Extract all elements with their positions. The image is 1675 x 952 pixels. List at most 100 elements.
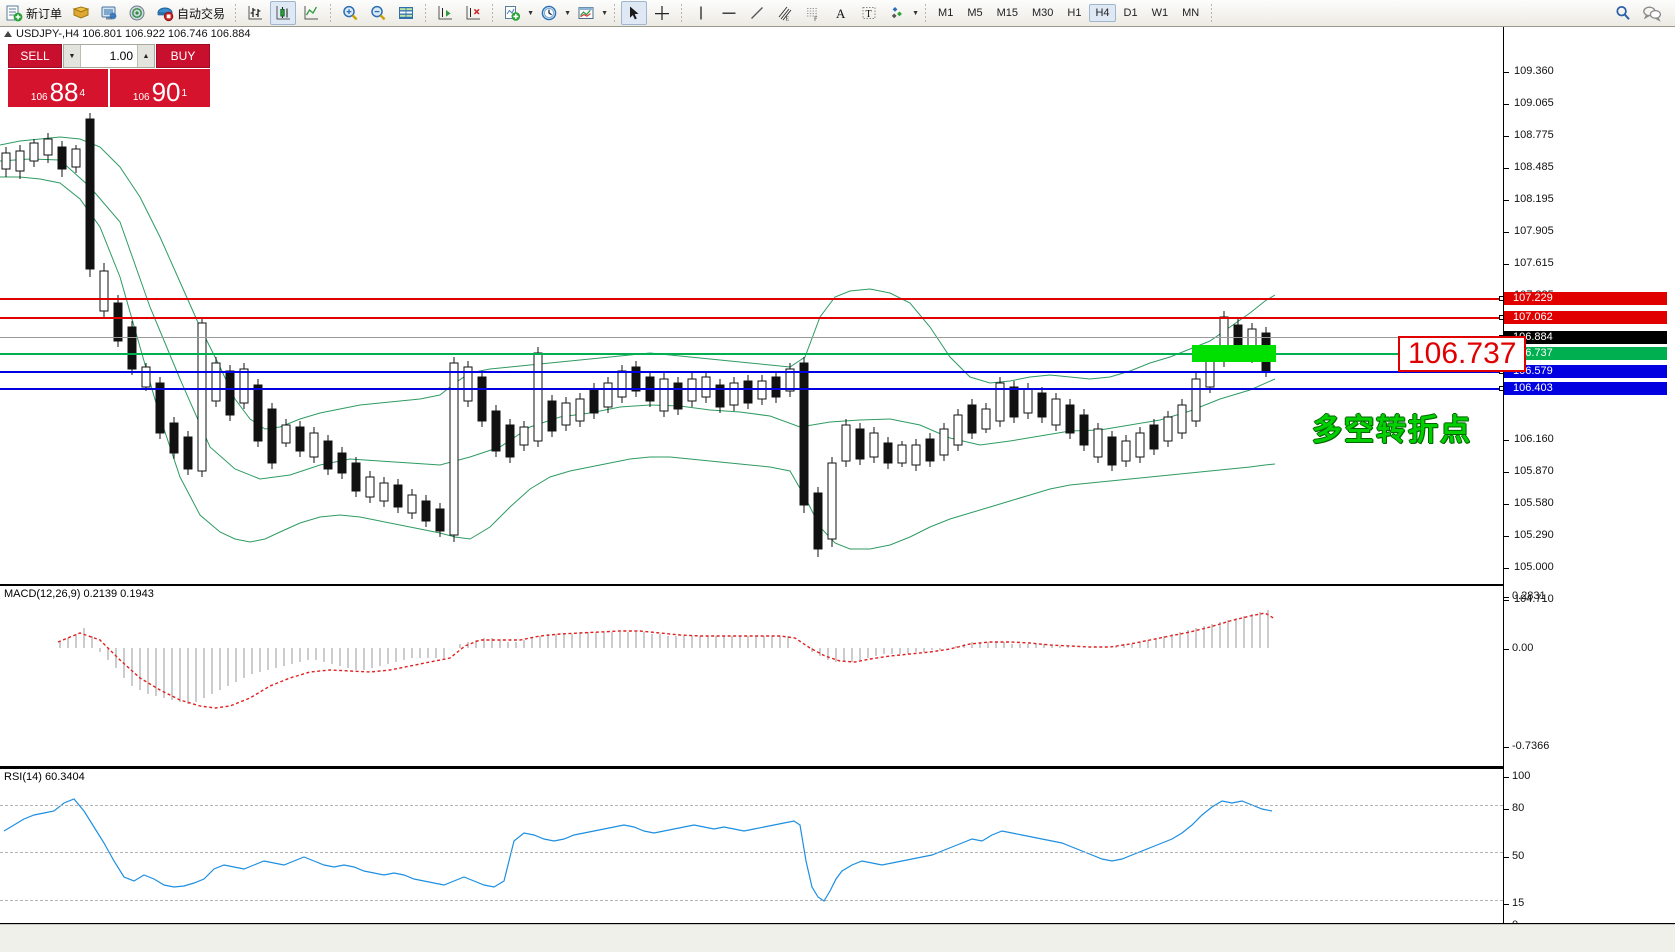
signals-button[interactable]: [124, 1, 150, 25]
y-tick: 109.065: [1504, 97, 1554, 109]
one-click-trading-panel[interactable]: SELL ▼ 1.00 ▲ BUY 106 88 4 106 90 1: [8, 44, 210, 107]
collapse-triangle-icon[interactable]: [4, 31, 12, 37]
rsi-pane[interactable]: RSI(14) 60.3404: [0, 768, 1503, 925]
support-line-106403[interactable]: [0, 388, 1503, 390]
timeframe-m15[interactable]: M15: [996, 7, 1018, 19]
sell-button[interactable]: SELL: [8, 44, 62, 68]
metaeditor-button[interactable]: [68, 1, 94, 25]
price-label-badge[interactable]: 106.403: [1499, 382, 1667, 395]
strategy-tester-button[interactable]: [96, 1, 122, 25]
toolbar-separator-1: [235, 4, 237, 22]
candlestick-icon: [274, 4, 292, 22]
price-label-badge[interactable]: 107.229: [1499, 292, 1667, 305]
timeframe-m1[interactable]: M1: [938, 7, 954, 19]
bar-chart-button[interactable]: [242, 1, 268, 25]
periods-dropdown-arrow[interactable]: ▼: [564, 9, 571, 17]
fibonacci-tool-button[interactable]: F: [800, 1, 826, 25]
timeframe-d1[interactable]: D1: [1123, 7, 1138, 19]
horizontal-line-tool-button[interactable]: [716, 1, 742, 25]
highlight-zone-rectangle[interactable]: [1192, 345, 1276, 362]
data-window-button[interactable]: [393, 1, 419, 25]
horizontal-line-icon: [720, 4, 738, 22]
symbol-info-text: USDJPY-,H4 106.801 106.922 106.746 106.8…: [16, 28, 251, 40]
macd-y-tick: -0.7366: [1504, 740, 1549, 752]
auto-scroll-button[interactable]: [432, 1, 458, 25]
text-label-tool-button[interactable]: T: [856, 1, 882, 25]
shapes-tool-button[interactable]: [884, 1, 910, 25]
rsi-y-tick: 50: [1504, 850, 1524, 862]
candlestick-chart-button[interactable]: [270, 1, 297, 25]
templates-button[interactable]: [573, 1, 599, 25]
timeframe-h1[interactable]: H1: [1067, 7, 1082, 19]
chart-panes[interactable]: 106.737 多空转折点 MACD(12,26,9) 0.2139 0.194…: [0, 27, 1675, 951]
volume-value[interactable]: 1.00: [80, 45, 138, 67]
monitor-icon: [100, 4, 118, 22]
vertical-line-tool-button[interactable]: [688, 1, 714, 25]
template-icon: [577, 4, 595, 22]
macd-pane[interactable]: MACD(12,26,9) 0.2139 0.1943: [0, 586, 1503, 768]
timeframe-m5[interactable]: M5: [967, 7, 983, 19]
cjk-annotation-text[interactable]: 多空转折点: [1312, 413, 1472, 448]
buy-price-display[interactable]: 106 90 1: [110, 69, 210, 107]
autotrading-label: 自动交易: [177, 6, 226, 21]
text-label-icon: T: [860, 4, 878, 22]
macd-y-tick: 0.00: [1504, 642, 1533, 654]
zoom-in-button[interactable]: [337, 1, 363, 25]
bar-chart-icon: [246, 4, 264, 22]
grid-table-icon: [397, 4, 415, 22]
price-callout[interactable]: 106.737: [1398, 336, 1527, 372]
resistance-line-107229[interactable]: [0, 298, 1503, 300]
shapes-icon: [888, 4, 906, 22]
radar-icon: [128, 4, 146, 22]
y-tick: 105.870: [1504, 465, 1554, 477]
timeframe-mn[interactable]: MN: [1182, 7, 1200, 19]
chat-icon: [1642, 4, 1662, 22]
chat-button[interactable]: [1638, 1, 1666, 25]
price-label-badge[interactable]: 107.062: [1499, 311, 1667, 324]
zoom-out-button[interactable]: [365, 1, 391, 25]
price-label-badge[interactable]: 106.579: [1499, 365, 1667, 378]
value-axis[interactable]: 109.360 109.065 108.775 108.485 108.195 …: [1499, 27, 1675, 931]
indicators-button[interactable]: [499, 1, 525, 25]
indicators-dropdown-arrow[interactable]: ▼: [527, 9, 534, 17]
support-line-106579[interactable]: [0, 371, 1503, 373]
new-order-button[interactable]: 新订单: [1, 1, 66, 25]
timeframe-w1[interactable]: W1: [1151, 7, 1169, 19]
volume-increase-button[interactable]: ▲: [138, 45, 154, 67]
sell-price-display[interactable]: 106 88 4: [8, 69, 108, 107]
volume-spinner[interactable]: ▼ 1.00 ▲: [63, 44, 155, 68]
trendline-tool-button[interactable]: [744, 1, 770, 25]
search-button[interactable]: [1610, 1, 1636, 25]
periods-button[interactable]: [536, 1, 562, 25]
buy-button[interactable]: BUY: [156, 44, 210, 68]
price-label-badge[interactable]: 106.737: [1499, 347, 1667, 360]
sell-price-big: 88: [49, 77, 79, 107]
rsi-level-50-line: [0, 852, 1503, 853]
cursor-tool-button[interactable]: [621, 1, 648, 25]
pivot-line-106737[interactable]: [0, 353, 1503, 355]
buy-price-prefix: 106: [132, 92, 150, 103]
current-price-badge[interactable]: 106.884: [1499, 331, 1667, 344]
rsi-level-15-line: [0, 900, 1503, 901]
timeframe-h4[interactable]: H4: [1089, 4, 1116, 22]
toolbar-separator-3: [425, 4, 427, 22]
rsi-chart-svg: [3, 798, 1273, 902]
line-chart-button[interactable]: [298, 1, 324, 25]
timeframe-m30[interactable]: M30: [1032, 7, 1054, 19]
price-pane[interactable]: 106.737 多空转折点: [0, 27, 1527, 586]
chart-shift-button[interactable]: [460, 1, 486, 25]
shapes-dropdown-arrow[interactable]: ▼: [912, 9, 919, 17]
zoom-out-icon: [369, 4, 387, 22]
text-tool-button[interactable]: A: [828, 1, 854, 25]
volume-decrease-button[interactable]: ▼: [64, 45, 80, 67]
auto-scroll-icon: [436, 4, 454, 22]
templates-dropdown-arrow[interactable]: ▼: [601, 9, 608, 17]
equidistant-channel-tool-button[interactable]: E: [772, 1, 798, 25]
y-tick: 109.360: [1504, 65, 1554, 77]
autotrading-button[interactable]: 自动交易: [152, 1, 229, 25]
trendline-icon: [748, 4, 766, 22]
fibonacci-icon: F: [804, 4, 822, 22]
resistance-line-107062[interactable]: [0, 317, 1503, 319]
y-tick: 106.160: [1504, 433, 1554, 445]
crosshair-tool-button[interactable]: [649, 1, 675, 25]
